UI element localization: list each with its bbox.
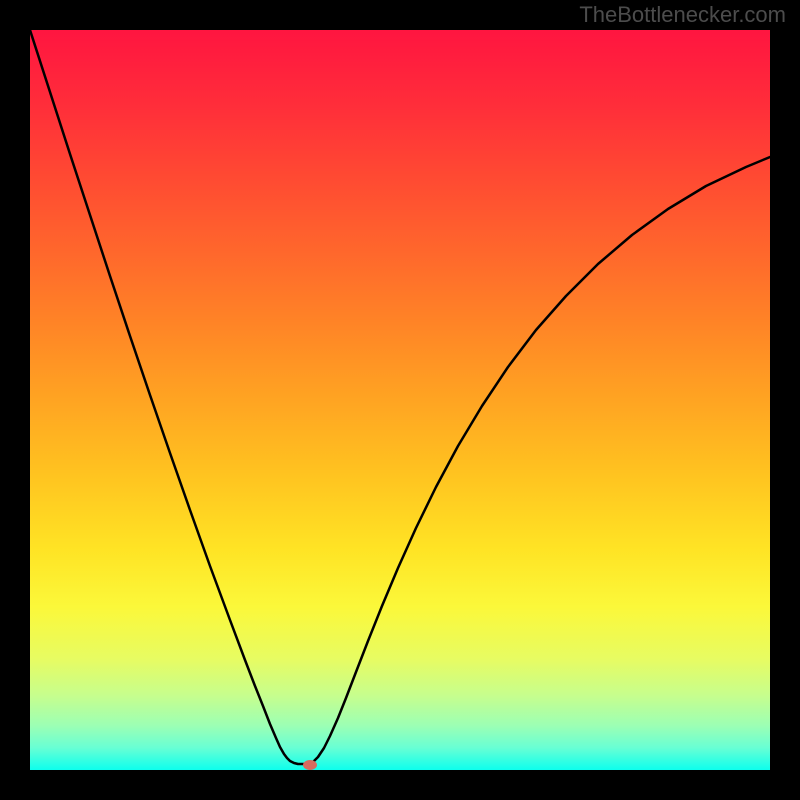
watermark-text: TheBottlenecker.com xyxy=(579,2,786,28)
minimum-marker xyxy=(303,760,317,770)
bottleneck-curve xyxy=(30,30,770,770)
chart-plot-area xyxy=(30,30,770,770)
